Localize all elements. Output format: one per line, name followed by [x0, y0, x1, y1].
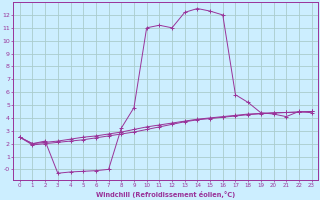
X-axis label: Windchill (Refroidissement éolien,°C): Windchill (Refroidissement éolien,°C)	[96, 191, 235, 198]
